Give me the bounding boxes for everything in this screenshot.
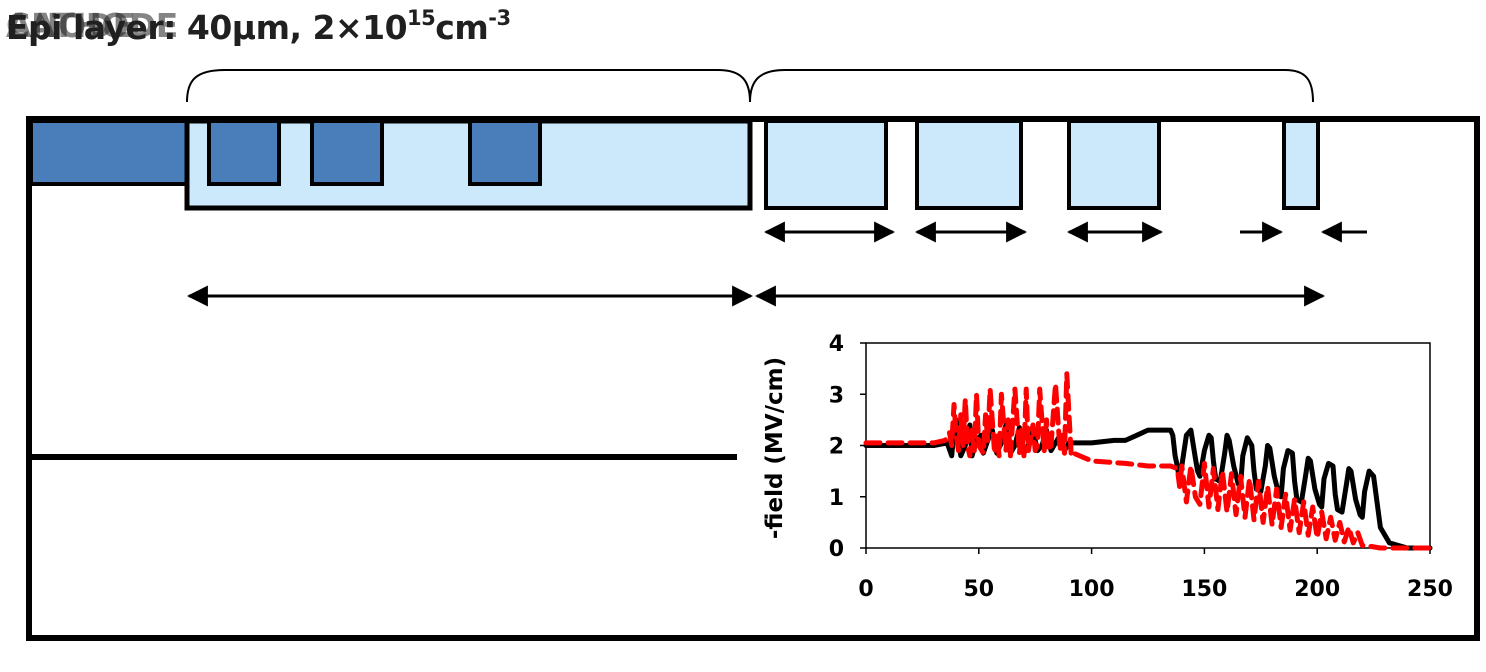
x-tick-label: 100 [1069, 577, 1115, 602]
guard-ring-1 [764, 119, 888, 210]
x-tick-label: 150 [1181, 577, 1227, 602]
guard-ring-2 [915, 119, 1023, 210]
y-tick-label: 2 [829, 435, 844, 460]
header-spec-unit: cm [435, 8, 489, 47]
y-tick-label: 0 [829, 537, 844, 562]
chart-y-axis: 0 1 2 3 4 [829, 332, 866, 562]
header-word-anode: ANODE [6, 6, 135, 45]
p-plus-pocket-2 [310, 119, 384, 186]
x-tick-label: 250 [1407, 577, 1453, 602]
electric-field-chart: 0 1 2 3 4 0 50 100 150 200 250 -field (MV/cm) [762, 332, 1453, 602]
p-plus-pocket-1 [207, 119, 281, 186]
chart-x-axis: 0 50 100 150 200 250 [858, 548, 1453, 602]
x-tick-label: 50 [963, 577, 994, 602]
header-spec-exponent-1: 15 [407, 6, 436, 30]
p-plus-edge-region [29, 119, 189, 186]
guard-ring-3 [1067, 119, 1161, 210]
y-tick-label: 1 [829, 486, 844, 511]
chart-series [863, 371, 1433, 551]
x-tick-label: 200 [1294, 577, 1340, 602]
series-line-2 [863, 371, 1433, 551]
header-spec-prefix: : 40µm, 2×10 [163, 8, 408, 47]
brace-left [186, 69, 751, 103]
header-spec-exponent-2: -3 [488, 6, 511, 30]
y-tick-label: 3 [829, 383, 844, 408]
header-word-cathode: CATHODE [6, 6, 178, 45]
p-plus-pocket-3 [468, 119, 542, 186]
overlapping-header-label: ANODE CATHODE Epi layer: 40µm, 2×1015cm-3 [6, 6, 511, 47]
x-tick-label: 0 [858, 577, 873, 602]
brace-right [749, 69, 1314, 103]
header-word-epi-layer: Epi layer [6, 8, 164, 47]
y-tick-label: 4 [829, 332, 844, 357]
guard-ring-4 [1282, 119, 1320, 210]
chart-y-label: -field (MV/cm) [762, 357, 788, 539]
